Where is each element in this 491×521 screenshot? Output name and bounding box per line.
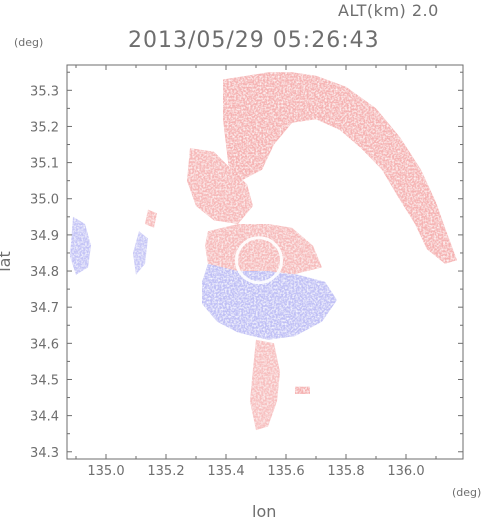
y-tick-label: 35.0 bbox=[30, 193, 59, 208]
y-tick-label: 34.6 bbox=[30, 337, 59, 352]
x-tick-label: 135.8 bbox=[327, 464, 364, 479]
radar-range-ring bbox=[235, 236, 283, 285]
echo-region-positive-8 bbox=[295, 386, 310, 394]
echo-region-positive-6 bbox=[145, 209, 157, 228]
x-tick-label: 136.0 bbox=[387, 464, 424, 479]
echo-region-positive-7 bbox=[250, 339, 280, 431]
x-tick-label: 135.4 bbox=[207, 464, 244, 479]
altitude-label: ALT(km) 2.0 bbox=[338, 1, 439, 20]
y-tick-label: 34.9 bbox=[30, 229, 59, 244]
y-tick-label: 35.3 bbox=[30, 84, 59, 99]
echo-region-negative-4 bbox=[70, 216, 91, 275]
x-tick-label: 135.0 bbox=[87, 464, 124, 479]
y-tick-label: 35.1 bbox=[30, 157, 59, 172]
y-tick-label: 35.2 bbox=[30, 120, 59, 135]
y-tick-label: 34.7 bbox=[30, 301, 59, 316]
y-tick-label: 34.8 bbox=[30, 265, 59, 280]
echo-region-negative-3 bbox=[202, 263, 337, 340]
y-tick-label: 34.4 bbox=[30, 410, 59, 425]
echo-region-positive-0 bbox=[223, 72, 457, 264]
timestamp-title: 2013/05/29 05:26:43 bbox=[128, 28, 380, 53]
x-axis-label: lon bbox=[252, 502, 277, 521]
y-unit-label: (deg) bbox=[14, 36, 44, 49]
x-tick-label: 135.6 bbox=[267, 464, 304, 479]
x-tick-label: 135.2 bbox=[147, 464, 184, 479]
plot-frame bbox=[66, 64, 464, 460]
echo-region-positive-1 bbox=[187, 148, 253, 224]
y-tick-label: 34.5 bbox=[30, 373, 59, 388]
y-tick-label: 34.3 bbox=[30, 446, 59, 461]
echo-region-positive-2 bbox=[205, 224, 322, 275]
x-unit-label: (deg) bbox=[452, 486, 482, 499]
echo-region-negative-5 bbox=[133, 231, 148, 275]
